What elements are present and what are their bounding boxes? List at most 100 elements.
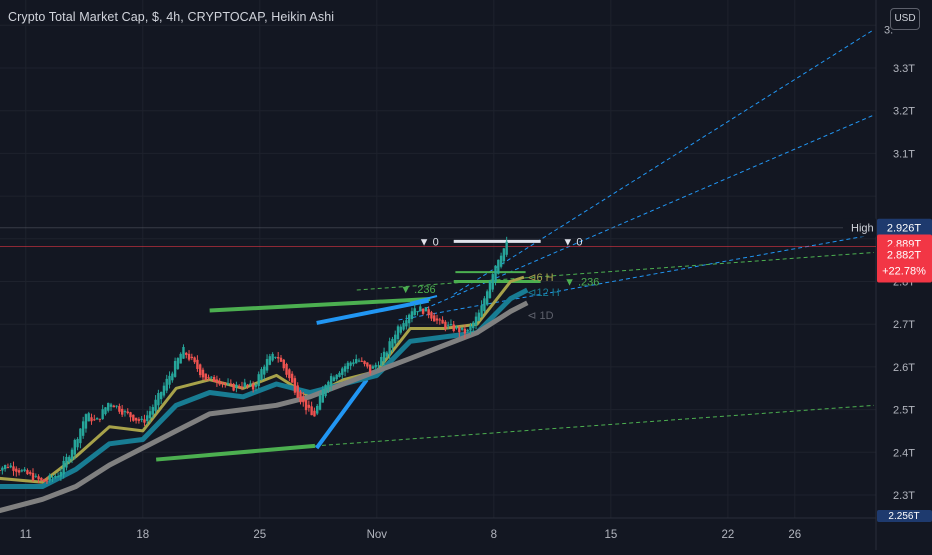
ma-label-12h: ⊲12 H [527, 287, 560, 299]
candle-body [282, 359, 285, 369]
candle-body [157, 393, 160, 406]
candle-body [427, 309, 430, 316]
candle-body [93, 419, 96, 421]
y-tick-label-top: 3. [884, 24, 893, 36]
candle-body [68, 456, 71, 463]
candle-body [168, 375, 171, 385]
currency-button[interactable]: USD [890, 8, 920, 30]
candle-body [466, 329, 469, 332]
candle-body [31, 472, 35, 481]
candle-body [396, 326, 400, 340]
candle-body [505, 241, 508, 255]
y-tick-label: 2.7T [893, 319, 915, 331]
candle-body [48, 474, 51, 481]
candle-body [472, 322, 475, 329]
green-trend-upper [209, 297, 431, 313]
candle-body [95, 418, 99, 420]
candle-body [226, 383, 230, 385]
candle-body [382, 351, 386, 362]
candle-body [299, 391, 302, 403]
last-tag-change: +22.78% [882, 265, 926, 277]
candle-body [438, 319, 442, 321]
y-tick-label: 3.2T [893, 106, 915, 118]
candle-body [187, 353, 191, 360]
candle-body [435, 318, 439, 321]
candle-body [0, 469, 1, 472]
candle-body [405, 320, 408, 327]
candle-body [421, 308, 425, 314]
candle-body [120, 408, 124, 415]
candle-body [341, 368, 344, 375]
candle-body [62, 460, 65, 475]
candle-body [196, 359, 199, 369]
candle-body [368, 364, 372, 373]
fib-label-0-left: ▼ 0 [419, 236, 439, 248]
x-tick-label: Nov [367, 529, 388, 541]
candle-body [360, 360, 363, 362]
green-ray-mid [356, 251, 875, 291]
candle-body [304, 399, 308, 411]
candle-body [6, 467, 10, 469]
candle-body [240, 386, 244, 388]
candle-body [185, 352, 188, 355]
candle-body [251, 384, 255, 390]
candle-body [37, 476, 40, 480]
high-tag-value: 2.926T [887, 223, 922, 235]
green-ray-low [314, 404, 875, 447]
ma-line-12h [0, 287, 529, 489]
candle-body [137, 419, 141, 421]
candle-body [190, 356, 194, 359]
candle-body [293, 378, 297, 393]
candle-body [207, 376, 210, 378]
trend-ray-upper [453, 29, 875, 295]
candle-body [112, 405, 116, 408]
candle-body [45, 480, 49, 482]
candle-body [12, 466, 15, 471]
chart-title: Crypto Total Market Cap, $, 4h, CRYPTOCA… [8, 10, 335, 24]
candle-body [154, 399, 157, 411]
candle-body [310, 406, 313, 416]
candle-body [65, 456, 68, 468]
candle-body [232, 383, 235, 391]
candle-body [90, 417, 93, 422]
last-tag-bg [877, 246, 932, 283]
candle-body [42, 479, 46, 482]
candle-body [159, 391, 163, 400]
candle-body [366, 362, 369, 367]
candle-body [56, 476, 60, 478]
candle-body [407, 314, 411, 324]
trend-ray-mid [418, 114, 875, 312]
candle-body [224, 383, 227, 385]
blue-trend-upper [316, 298, 430, 325]
candle-body [346, 362, 350, 369]
candle-body [388, 341, 391, 355]
y-tick-label: 2.4T [893, 447, 915, 459]
candle-body [343, 366, 347, 372]
candle-body [485, 291, 489, 305]
candle-body [483, 298, 486, 312]
candle-body [363, 360, 366, 365]
candle-body [374, 364, 377, 368]
fib-label-0-right: ▼ 0 [562, 236, 582, 248]
candle-body [455, 327, 458, 329]
candle-body [452, 324, 455, 331]
candle-body [9, 465, 12, 468]
candle-body [107, 402, 110, 411]
candle-body [87, 413, 90, 422]
candle-body [176, 358, 180, 369]
candle-body [218, 380, 221, 385]
candle-body [29, 472, 32, 474]
candle-body [70, 449, 74, 460]
candle-body [449, 323, 453, 325]
green-trend-lower [155, 443, 316, 462]
candle-body [98, 418, 102, 420]
candle-body [430, 312, 433, 319]
candle-body [243, 382, 246, 387]
candle-body [424, 307, 428, 312]
candle-body [23, 469, 26, 471]
candle-body [290, 373, 294, 383]
bottom-tag-value: 2.256T [888, 511, 919, 522]
candle-body [40, 477, 43, 481]
